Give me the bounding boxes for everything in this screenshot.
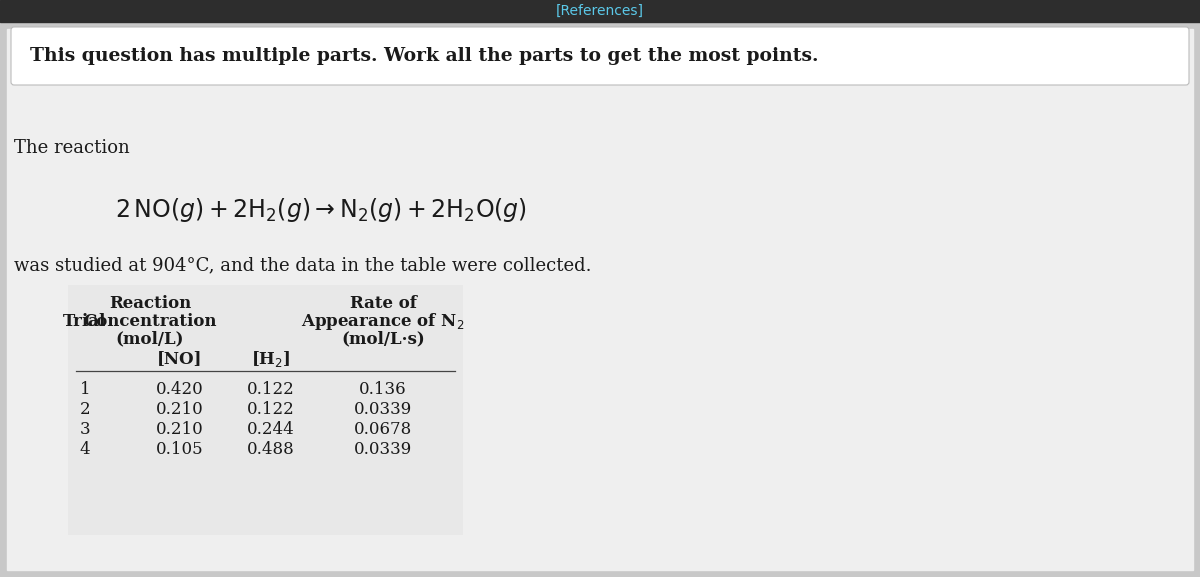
Text: 1: 1 bbox=[79, 380, 90, 398]
Text: 0.136: 0.136 bbox=[359, 380, 407, 398]
Text: 0.105: 0.105 bbox=[156, 440, 204, 458]
Text: 0.244: 0.244 bbox=[247, 421, 295, 437]
Text: 4: 4 bbox=[79, 440, 90, 458]
Text: (mol/L·s): (mol/L·s) bbox=[341, 331, 425, 347]
Text: [H$_2$]: [H$_2$] bbox=[251, 349, 290, 369]
Text: $2\,\mathrm{NO}(g) + 2\mathrm{H_2}(g) \rightarrow \mathrm{N_2}(g) + 2\mathrm{H_2: $2\,\mathrm{NO}(g) + 2\mathrm{H_2}(g) \r… bbox=[115, 196, 527, 224]
Text: Rate of: Rate of bbox=[349, 294, 416, 312]
Text: 0.210: 0.210 bbox=[156, 400, 204, 418]
Text: 0.420: 0.420 bbox=[156, 380, 204, 398]
Text: [References]: [References] bbox=[556, 4, 644, 18]
Text: Trial: Trial bbox=[64, 313, 107, 329]
Text: was studied at 904°C, and the data in the table were collected.: was studied at 904°C, and the data in th… bbox=[14, 256, 592, 274]
Text: The reaction: The reaction bbox=[14, 139, 130, 157]
Text: 0.488: 0.488 bbox=[247, 440, 295, 458]
Text: Appearance of N$_2$: Appearance of N$_2$ bbox=[301, 310, 464, 332]
Text: Concentration: Concentration bbox=[83, 313, 217, 329]
FancyBboxPatch shape bbox=[11, 27, 1189, 85]
Text: This question has multiple parts. Work all the parts to get the most points.: This question has multiple parts. Work a… bbox=[30, 47, 818, 65]
Bar bbox=[68, 285, 463, 535]
Text: 0.0339: 0.0339 bbox=[354, 400, 412, 418]
Bar bbox=[0, 0, 1200, 22]
Text: 2: 2 bbox=[79, 400, 90, 418]
Text: (mol/L): (mol/L) bbox=[115, 331, 185, 347]
Text: 0.0339: 0.0339 bbox=[354, 440, 412, 458]
Text: 0.0678: 0.0678 bbox=[354, 421, 412, 437]
Text: 0.122: 0.122 bbox=[247, 380, 295, 398]
Text: 0.210: 0.210 bbox=[156, 421, 204, 437]
Text: 3: 3 bbox=[79, 421, 90, 437]
Text: Reaction: Reaction bbox=[109, 294, 191, 312]
Text: 0.122: 0.122 bbox=[247, 400, 295, 418]
Text: [NO]: [NO] bbox=[157, 350, 203, 368]
